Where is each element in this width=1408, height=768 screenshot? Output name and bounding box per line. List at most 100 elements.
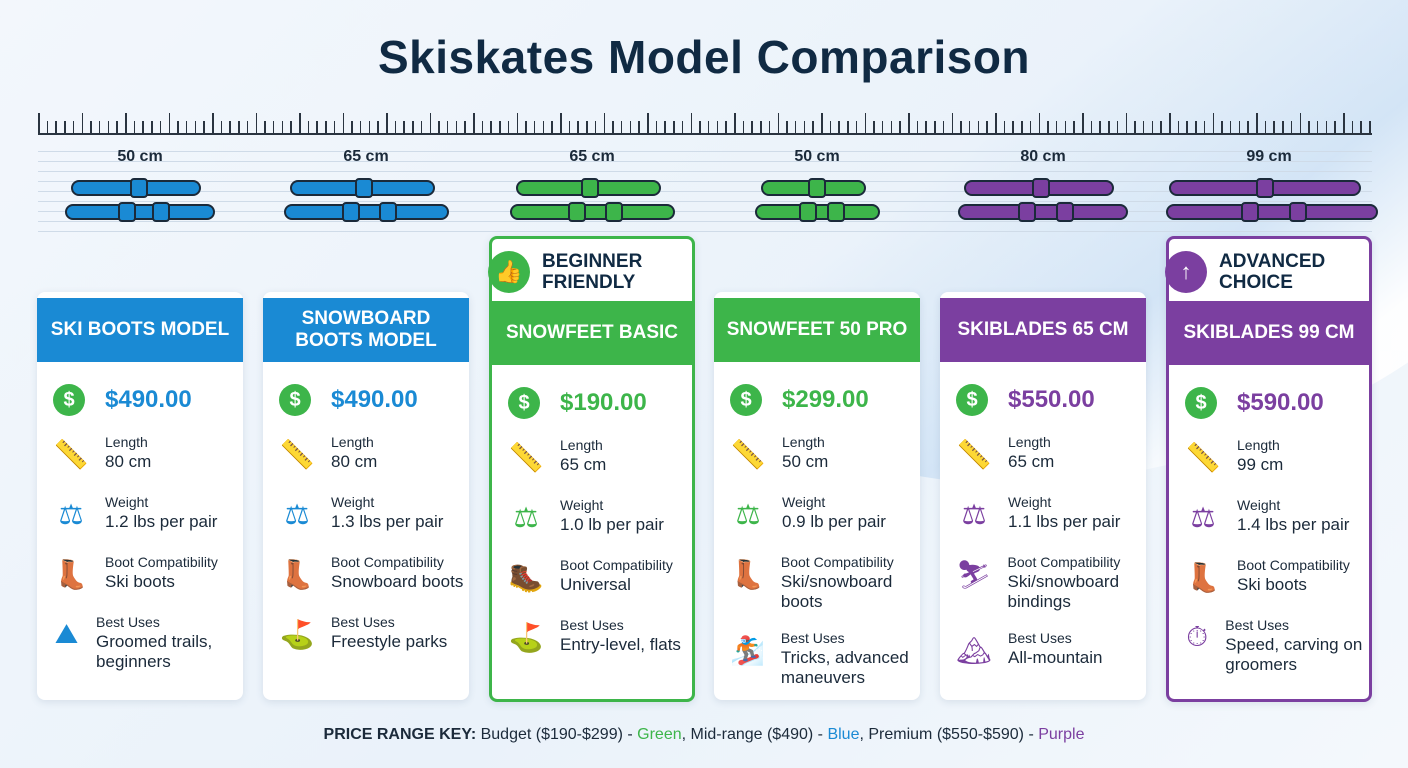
arrow-up-icon: ↑ (1165, 251, 1207, 293)
ruler-tick (72, 121, 75, 133)
ruler-tick (690, 113, 692, 133)
ruler-tick (307, 121, 310, 133)
model-card: SNOWFEET 50 PRO $ $299.00 📏 Length 50 cm ⚖ Wei… (714, 292, 920, 700)
ruler-tick (586, 121, 588, 133)
ruler-tick (968, 121, 971, 133)
spec-label: Boot Compatibility (560, 557, 673, 573)
ruler-tick (490, 121, 492, 133)
key-purple: Purple (1038, 726, 1085, 743)
spec-value: 65 cm (1008, 452, 1055, 471)
ruler-tick (177, 121, 179, 133)
ruler-tick (238, 121, 240, 133)
ruler-tick (359, 121, 362, 133)
ruler-tick (855, 121, 858, 133)
ski-pair: 65 cm (263, 148, 469, 222)
ruler-tick (1116, 121, 1119, 133)
ruler-tick (1256, 113, 1258, 133)
ski-icon (509, 202, 675, 222)
ruler-tick (142, 121, 144, 133)
spec-value: 50 cm (782, 452, 829, 471)
ruler-tick (316, 121, 318, 133)
spec-label: Boot Compatibility (780, 554, 894, 570)
spec-label: Length (560, 437, 603, 453)
spec-row: 📏 Length 65 cm (956, 434, 1146, 476)
price-row: $ $550.00 (956, 384, 1146, 416)
speedometer-icon: ⏱ (1186, 620, 1209, 652)
ruler-tick (638, 121, 640, 133)
ruler-tick (1282, 121, 1284, 133)
ruler-tick (1090, 121, 1093, 133)
ruler-tick (1195, 121, 1197, 133)
spec-row: ⚖ Weight 0.9 lb per pair (730, 494, 920, 536)
ski-length-label: 50 cm (117, 148, 163, 165)
scale-icon: ⚖ (58, 498, 84, 530)
card-badge: 👍 BEGINNER FRIENDLY (488, 239, 692, 301)
ruler-tick (655, 121, 658, 133)
ruler-tick (1229, 121, 1232, 133)
ski-icon (754, 202, 880, 222)
ski-pair: 80 cm (940, 148, 1146, 222)
ruler-icon: 📏 (508, 441, 544, 473)
ruler-tick (133, 121, 136, 133)
ruler-tick (699, 121, 701, 133)
ruler-tick (299, 113, 301, 133)
badge-text: BEGINNER FRIENDLY (542, 251, 643, 293)
ruler-tick (986, 121, 988, 133)
ruler-tick (38, 113, 40, 133)
key-label: PRICE RANGE KEY: (323, 726, 477, 743)
spec-row: 👢 Boot Compatibility Ski boots (53, 554, 243, 596)
ruler-tick (1125, 113, 1127, 133)
ruler-tick (1021, 121, 1023, 133)
ruler-tick (899, 121, 901, 133)
ruler-tick (864, 113, 866, 133)
ruler-tick (1186, 121, 1188, 133)
ruler-tick (577, 121, 579, 133)
ski-length-label: 65 cm (569, 148, 615, 165)
ruler-tick (403, 121, 405, 133)
ski-length-label: 99 cm (1246, 148, 1292, 165)
ruler-tick (1316, 121, 1319, 133)
ruler-tick (777, 113, 779, 133)
spec-row: 👢 Boot Compatibility Ski boots (1185, 557, 1369, 599)
spec-row: ⚖ Weight 1.4 lbs per pair (1185, 497, 1369, 539)
thumbs-up-icon: 👍 (488, 251, 530, 293)
spec-value: Snowboard boots (331, 572, 464, 591)
price: $190.00 (560, 389, 647, 416)
ruler-tick (568, 121, 571, 133)
ski-length-label: 50 cm (794, 148, 840, 165)
spec-label: Best Uses (560, 617, 624, 633)
ruler-tick (203, 121, 205, 133)
dollar-icon: $ (508, 387, 540, 419)
scale-icon: ⚖ (513, 501, 539, 533)
ruler-tick (125, 113, 127, 133)
ruler-tick (525, 121, 527, 133)
spec-value: 0.9 lb per pair (782, 512, 886, 531)
ski-icon (289, 178, 435, 198)
mountain-trail-icon: ⛰ (54, 617, 79, 649)
card-badge: ↑ ADVANCED CHOICE (1165, 239, 1369, 301)
dollar-icon: $ (956, 384, 988, 416)
spec-row: 📏 Length 80 cm (279, 434, 469, 476)
ruler-tick (455, 121, 458, 133)
spec-value: 1.3 lbs per pair (331, 512, 444, 531)
ruler-tick (55, 121, 57, 133)
key-green: Green (637, 726, 682, 743)
spec-value: 80 cm (331, 452, 378, 471)
model-name: SNOWBOARD BOOTS MODEL (263, 298, 469, 362)
ruler-icon: 📏 (730, 438, 766, 470)
spec-row: 🥾 Boot Compatibility Universal (508, 557, 692, 599)
spec-row: 📏 Length 80 cm (53, 434, 243, 476)
spec-row: 📏 Length 65 cm (508, 437, 692, 479)
ruler-tick (1142, 121, 1145, 133)
ruler-tick (925, 121, 927, 133)
ruler-tick (1160, 121, 1162, 133)
spec-label: Boot Compatibility (105, 554, 218, 570)
key-blue: Blue (827, 726, 860, 743)
ruler-tick (890, 121, 893, 133)
ruler-tick (1134, 121, 1136, 133)
spec-row: ⛷ Boot Compatibility Ski/snowboard binding… (956, 554, 1146, 612)
ruler-tick (46, 121, 49, 133)
jump-trick-icon: 🏂 (730, 634, 765, 666)
ruler-tick (107, 121, 110, 133)
model-name: SKIBLADES 65 CM (940, 298, 1146, 362)
